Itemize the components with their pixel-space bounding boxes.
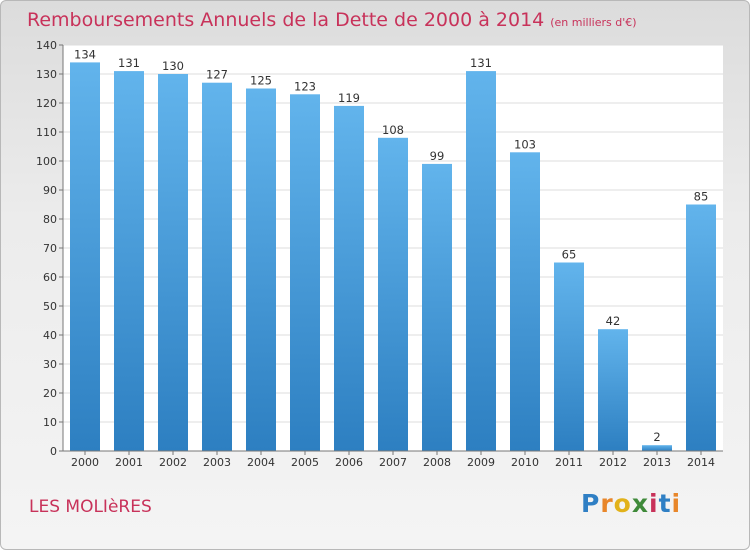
value-label: 42 <box>606 314 621 328</box>
y-tick-label: 70 <box>43 242 57 255</box>
y-tick-label: 100 <box>36 155 57 168</box>
x-tick-label: 2002 <box>159 456 187 469</box>
x-tick-label: 2009 <box>467 456 495 469</box>
value-label: 85 <box>694 190 709 204</box>
y-tick-label: 0 <box>50 445 57 458</box>
bar-2010 <box>510 152 540 452</box>
logo-letter: P <box>581 489 601 518</box>
x-tick-label: 2005 <box>291 456 319 469</box>
x-tick-label: 2008 <box>423 456 451 469</box>
bar-2008 <box>422 163 452 451</box>
bar-2009 <box>466 71 496 451</box>
logo-letter: o <box>613 489 632 518</box>
value-label: 131 <box>470 56 492 70</box>
value-label: 127 <box>206 68 228 82</box>
logo-letter: t <box>658 489 672 518</box>
y-tick-label: 90 <box>43 184 57 197</box>
value-label: 123 <box>294 79 316 93</box>
logo-letter: x <box>631 489 649 518</box>
x-tick-label: 2007 <box>379 456 407 469</box>
x-tick-label: 2010 <box>511 456 539 469</box>
chart-title: Remboursements Annuels de la Dette de 20… <box>27 9 545 31</box>
y-tick-label: 140 <box>36 39 57 52</box>
y-tick-label: 130 <box>36 68 57 81</box>
bar-2000 <box>70 62 100 452</box>
x-tick-label: 2013 <box>643 456 671 469</box>
y-tick-label: 10 <box>43 416 57 429</box>
y-tick-label: 50 <box>43 300 57 313</box>
bar-2002 <box>158 74 188 451</box>
y-tick-label: 20 <box>43 387 57 400</box>
bar-2004 <box>246 88 276 451</box>
value-label: 108 <box>382 123 404 137</box>
bar-2005 <box>290 94 320 452</box>
value-label: 131 <box>118 56 140 70</box>
logo-letter: i <box>649 489 659 518</box>
y-tick-label: 40 <box>43 329 57 342</box>
logo-letter: i <box>671 489 682 518</box>
x-tick-label: 2014 <box>687 456 715 469</box>
value-label: 134 <box>74 47 96 61</box>
x-tick-label: 2004 <box>247 456 275 469</box>
y-tick-label: 110 <box>36 126 57 139</box>
x-tick-label: 2001 <box>115 456 143 469</box>
y-tick-label: 30 <box>43 358 57 371</box>
value-label: 125 <box>250 74 272 88</box>
value-label: 65 <box>562 248 577 262</box>
value-label: 2 <box>653 430 660 444</box>
x-tick-label: 2000 <box>71 456 99 469</box>
x-tick-label: 2003 <box>203 456 231 469</box>
value-label: 99 <box>430 149 445 163</box>
bar-2011 <box>554 262 584 451</box>
bar-2012 <box>598 329 628 451</box>
x-tick-label: 2011 <box>555 456 583 469</box>
commune-name: LES MOLIèRES <box>29 497 152 517</box>
x-tick-label: 2012 <box>599 456 627 469</box>
bar-2003 <box>202 82 232 451</box>
proxiti-logo: Proxiti <box>581 489 681 518</box>
bar-2013 <box>642 445 672 451</box>
chart-title-block: Remboursements Annuels de la Dette de 20… <box>27 9 637 31</box>
bar-2014 <box>686 204 716 451</box>
y-tick-label: 120 <box>36 97 57 110</box>
x-tick-label: 2006 <box>335 456 363 469</box>
logo-letter: r <box>600 489 614 518</box>
bar-2006 <box>334 105 364 452</box>
bar-2001 <box>114 71 144 451</box>
value-label: 119 <box>338 91 360 105</box>
value-label: 103 <box>514 137 536 151</box>
y-tick-label: 60 <box>43 271 57 284</box>
y-tick-label: 80 <box>43 213 57 226</box>
chart-subtitle: (en milliers d'€) <box>550 16 637 29</box>
bar-2007 <box>378 137 408 452</box>
value-label: 130 <box>162 59 184 73</box>
